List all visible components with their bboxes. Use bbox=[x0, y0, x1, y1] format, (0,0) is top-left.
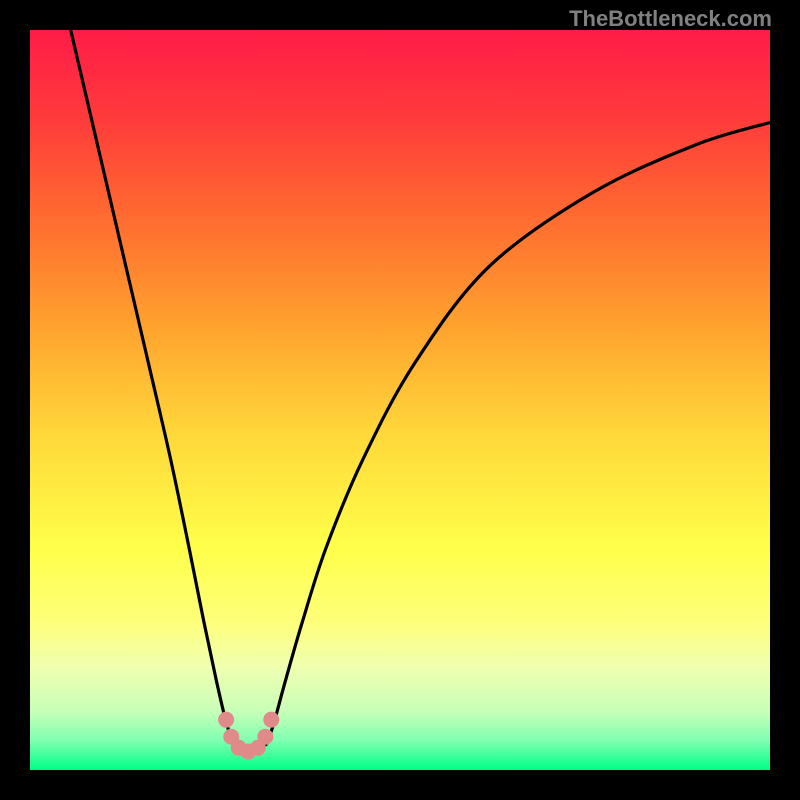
chart-container: TheBottleneck.com bbox=[0, 0, 800, 800]
plot-area bbox=[30, 30, 770, 770]
gradient-background bbox=[30, 30, 770, 770]
watermark-text: TheBottleneck.com bbox=[569, 6, 772, 32]
